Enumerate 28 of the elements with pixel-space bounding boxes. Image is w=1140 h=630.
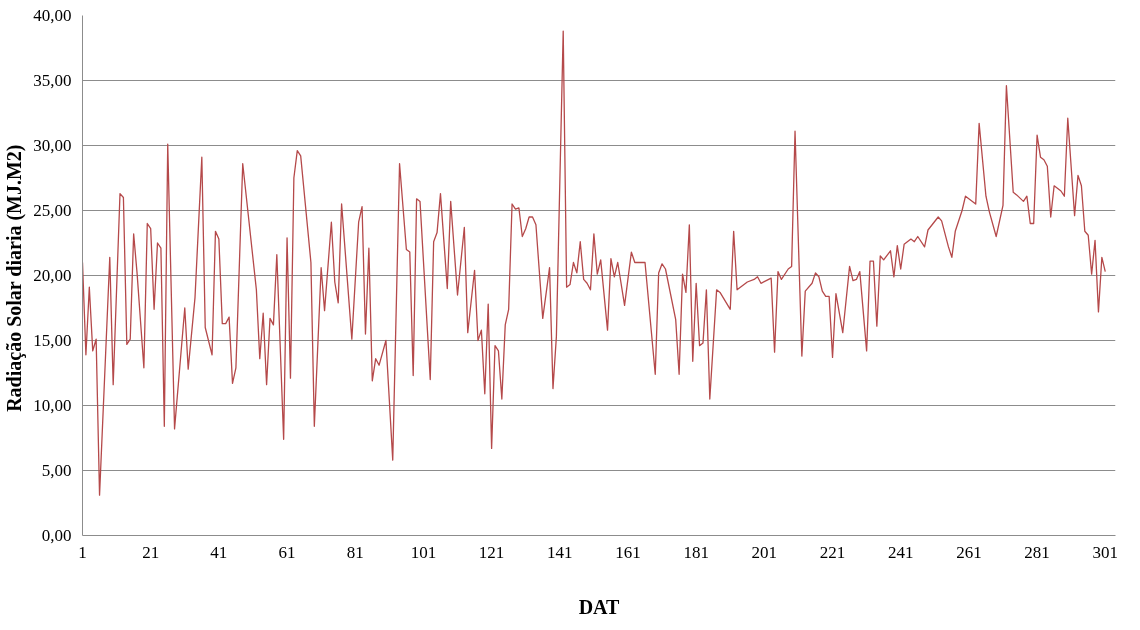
x-tick-label: 161 xyxy=(615,542,641,562)
y-tick-label: 15,00 xyxy=(33,331,72,350)
x-tick-label: 221 xyxy=(819,542,846,562)
x-tick-label: 141 xyxy=(547,542,573,562)
x-tick-label: 201 xyxy=(751,542,778,562)
x-tick-label: 1 xyxy=(78,542,87,562)
x-tick-label: 241 xyxy=(887,542,914,562)
y-tick-label: 10,00 xyxy=(33,396,72,415)
x-tick-label: 261 xyxy=(956,542,982,562)
x-tick-label: 61 xyxy=(278,542,296,562)
y-tick-label: 40,00 xyxy=(33,6,72,25)
x-tick-label: 181 xyxy=(683,542,709,562)
y-tick-label: 25,00 xyxy=(33,201,72,220)
y-tick-label: 30,00 xyxy=(33,136,72,155)
y-tick-label: 5,00 xyxy=(41,461,72,480)
x-tick-label: 41 xyxy=(210,542,228,562)
x-tick-label: 301 xyxy=(1092,542,1119,562)
y-axis-title: Radiação Solar diaria (MJ.M2) xyxy=(3,144,27,412)
x-tick-label: 121 xyxy=(478,542,505,562)
x-tick-label: 101 xyxy=(410,542,437,562)
x-tick-label: 81 xyxy=(346,542,364,562)
y-tick-label: 20,00 xyxy=(33,266,72,285)
x-tick-label: 21 xyxy=(142,542,160,562)
y-tick-label: 0,00 xyxy=(41,526,72,545)
x-axis-title: DAT xyxy=(578,595,621,618)
line-series xyxy=(82,30,1106,496)
y-tick-label: 35,00 xyxy=(33,71,72,90)
x-tick-label: 281 xyxy=(1024,542,1050,562)
